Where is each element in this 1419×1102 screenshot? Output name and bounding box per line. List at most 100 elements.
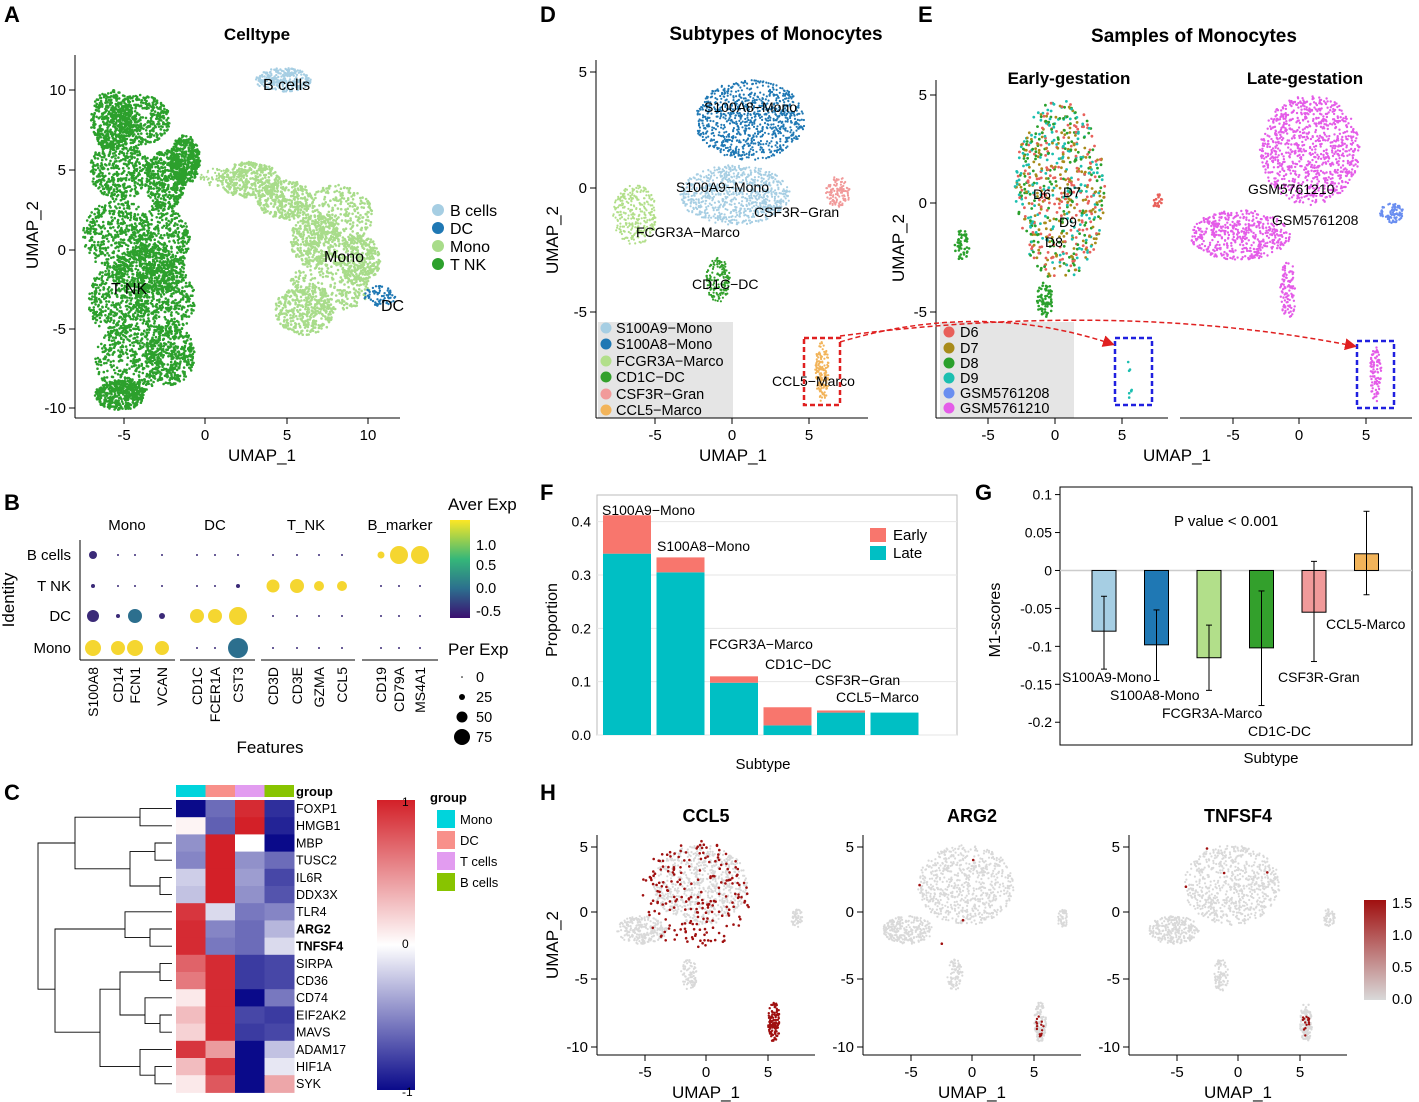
panel-f-bar-late — [603, 553, 651, 735]
panel-b-legend-pct-title: Per Exp — [448, 640, 508, 659]
tnk-cluster — [93, 379, 145, 411]
legend-dot — [600, 388, 612, 400]
early-cell — [1061, 257, 1064, 261]
panel-d-title: Subtypes of Monocytes — [669, 24, 882, 45]
early-cell — [1052, 243, 1056, 247]
panel-e-ytick: 5 — [919, 87, 927, 104]
early-cell — [1049, 109, 1053, 113]
heatmap-cell — [205, 903, 236, 921]
early-cell — [1070, 140, 1074, 144]
panel-a-legend: B cells DC Mono T NK — [432, 203, 497, 274]
panel-g-ytick: 0 — [1044, 562, 1052, 578]
dotplot-dot — [272, 554, 274, 556]
dotplot-dot — [196, 554, 198, 556]
ccl5-cluster — [814, 341, 830, 402]
feature-cells-left — [616, 915, 668, 945]
feature-expressing-cell — [656, 889, 659, 893]
feature-expressing-cell — [725, 905, 728, 909]
early-cell — [1036, 213, 1040, 217]
panel-letter-f: F — [540, 480, 553, 505]
panel-e-label: D6 — [1033, 186, 1051, 202]
panel-g-ytick: 0.1 — [1033, 487, 1053, 503]
early-cell — [1017, 178, 1021, 182]
early-cell — [1072, 252, 1076, 256]
feature-expressing-cell — [722, 934, 726, 938]
early-cell — [1033, 204, 1036, 208]
heatmap-gene-label: TNFSF4 — [296, 940, 343, 954]
hm-tick: 0 — [402, 937, 409, 951]
feature-expressing-cell — [666, 889, 669, 892]
early-cell — [1052, 125, 1056, 129]
panel-g-xlabel: Subtype — [1243, 750, 1298, 767]
panel-d-highlight-box — [802, 336, 842, 407]
early-cell — [1050, 128, 1053, 131]
dotplot-dot — [117, 585, 119, 587]
early-cell — [1097, 191, 1101, 195]
early-cell — [1072, 142, 1076, 145]
early-cell — [1047, 206, 1050, 210]
early-cell — [1045, 166, 1049, 170]
legend-label: T NK — [450, 257, 486, 274]
feature-plot: CCL5 -5 0 5 5 0 -5 -10 UMAP_1 UMAP_2 — [543, 806, 815, 1102]
feature-expressing-cell — [648, 913, 651, 917]
early-cell — [1050, 239, 1054, 243]
early-cell — [1074, 236, 1078, 239]
feature-cells-gran — [1057, 908, 1068, 928]
legend-dot — [943, 342, 955, 354]
heatmap-cell — [235, 1075, 265, 1093]
early-cell — [1074, 111, 1077, 114]
panel-g-ytick: -0.15 — [1020, 676, 1052, 692]
early-cell — [1022, 154, 1026, 158]
panel-e-highlight-box-late — [1355, 339, 1396, 410]
feature-expressing-cell — [711, 904, 714, 907]
early-cell — [1078, 209, 1082, 213]
early-cell — [1085, 190, 1088, 193]
early-cell — [1027, 143, 1031, 147]
early-cell — [1064, 273, 1068, 277]
legend-label: S100A8−Mono — [616, 337, 712, 353]
panel-f-bar-early — [710, 676, 758, 683]
early-cell — [1102, 196, 1106, 199]
early-cell — [1025, 190, 1028, 194]
early-cell — [1085, 227, 1089, 231]
early-cell — [1044, 103, 1047, 107]
feature-cells-gran — [790, 908, 804, 928]
panel-d-xlabel: UMAP_1 — [699, 446, 767, 465]
panel-a-xlabel: UMAP_1 — [228, 446, 296, 465]
early-cell — [1036, 142, 1040, 146]
pct-dot — [456, 711, 468, 723]
tnk-cluster — [109, 93, 171, 147]
panel-e-ylabel: UMAP_2 — [889, 214, 908, 282]
feature-expressing-cell — [720, 914, 724, 917]
early-cell — [1022, 183, 1026, 186]
feature-expressing-cell — [715, 844, 719, 848]
panel-f-bar-late — [656, 572, 705, 735]
early-cell — [1098, 200, 1101, 203]
early-cell — [1015, 170, 1019, 173]
early-cell — [1095, 179, 1099, 183]
early-cell — [1081, 244, 1085, 248]
panel-c-colorbar — [377, 800, 415, 1090]
early-cell — [1084, 209, 1088, 213]
early-cell — [1027, 216, 1030, 220]
early-cell — [1037, 137, 1041, 141]
early-cell — [1062, 177, 1065, 181]
dotplot-dot — [89, 551, 97, 559]
heatmap-cell — [205, 954, 236, 973]
early-cell — [1081, 228, 1085, 232]
feature-expressing-cell — [668, 900, 672, 903]
panel-e-title: Samples of Monocytes — [1091, 26, 1297, 47]
mono-cluster — [289, 214, 341, 266]
tnk-cluster — [82, 199, 153, 272]
feature-expressing-cell — [710, 910, 714, 914]
early-cell — [1034, 157, 1037, 161]
early-cell — [1076, 243, 1080, 247]
early-cell — [1014, 200, 1018, 203]
panel-c-group-legend: Mono DC T cells B cells — [437, 810, 499, 891]
early-cell — [1063, 105, 1066, 109]
feature-plot-ylabel: UMAP_2 — [543, 911, 562, 979]
early-cell — [1072, 263, 1076, 267]
heatmap-gene-label: IL6R — [296, 871, 322, 885]
early-cell — [1037, 248, 1041, 252]
early-cell — [1096, 166, 1099, 170]
